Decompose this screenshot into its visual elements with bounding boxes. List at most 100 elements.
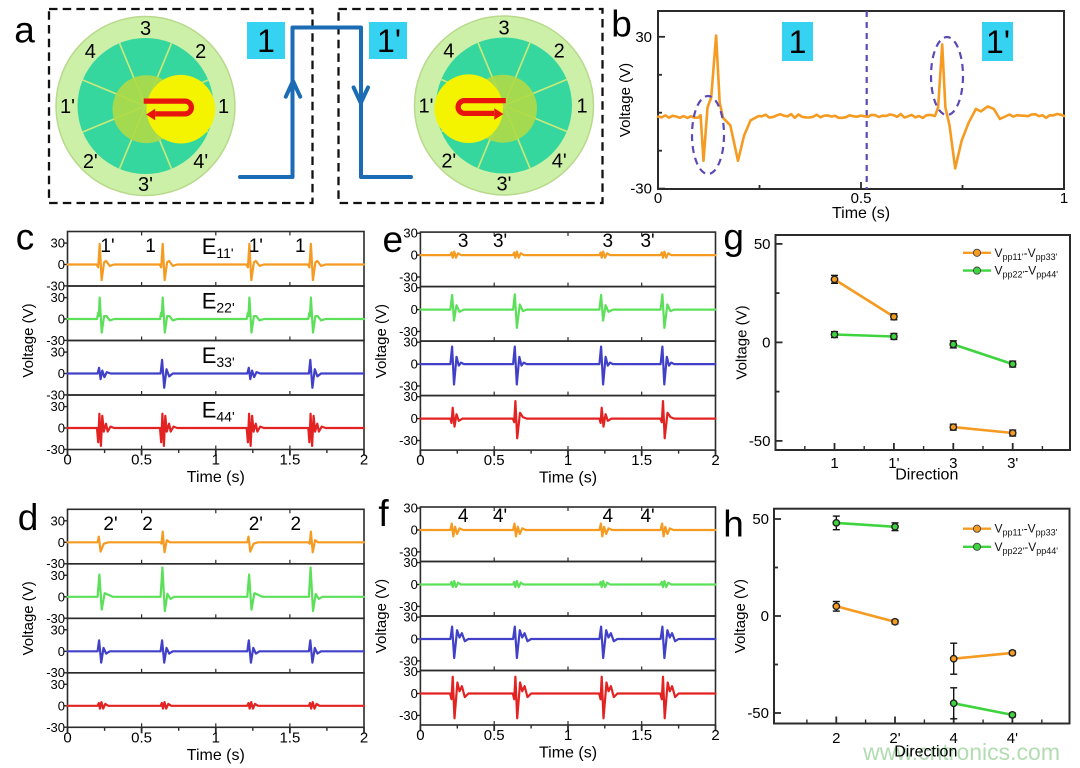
svg-text:-30: -30 [399, 708, 418, 723]
svg-text:Voltage (V): Voltage (V) [734, 305, 751, 379]
svg-text:4: 4 [603, 506, 614, 527]
svg-text:0: 0 [58, 589, 65, 604]
svg-text:30: 30 [635, 29, 652, 46]
svg-text:3: 3 [949, 455, 957, 472]
svg-text:4: 4 [950, 730, 958, 747]
svg-text:30: 30 [51, 568, 65, 583]
svg-text:h: h [723, 504, 744, 545]
svg-text:3: 3 [140, 18, 151, 40]
svg-text:30: 30 [51, 290, 65, 305]
svg-text:-30: -30 [46, 278, 65, 293]
svg-text:1: 1 [218, 96, 229, 118]
svg-text:Direction: Direction [895, 467, 958, 484]
svg-text:f: f [378, 493, 389, 534]
svg-text:0: 0 [411, 577, 418, 592]
svg-text:2': 2' [889, 730, 900, 747]
svg-text:Voltage (V): Voltage (V) [617, 63, 634, 137]
svg-text:0: 0 [58, 698, 65, 713]
svg-text:2': 2' [83, 151, 98, 173]
svg-text:-30: -30 [399, 270, 418, 285]
svg-text:1': 1' [419, 96, 434, 118]
svg-text:30: 30 [403, 555, 417, 570]
svg-text:-30: -30 [630, 181, 652, 198]
svg-text:1.5: 1.5 [279, 452, 300, 469]
svg-text:1: 1 [830, 455, 838, 472]
svg-text:0: 0 [63, 452, 71, 469]
svg-text:2: 2 [195, 41, 206, 63]
svg-text:0: 0 [762, 334, 770, 351]
svg-text:-50: -50 [749, 433, 771, 450]
svg-text:2: 2 [832, 730, 840, 747]
svg-text:0: 0 [58, 644, 65, 659]
svg-text:www.cntronics.com: www.cntronics.com [862, 739, 1060, 765]
svg-text:4': 4' [1007, 730, 1018, 747]
svg-text:1: 1 [212, 452, 220, 469]
svg-text:-30: -30 [46, 333, 65, 348]
svg-text:4: 4 [85, 41, 96, 63]
svg-text:3': 3' [493, 231, 507, 252]
svg-text:30: 30 [403, 280, 417, 295]
svg-text:3: 3 [498, 18, 509, 40]
svg-text:c: c [16, 217, 35, 258]
svg-text:Time (s): Time (s) [539, 745, 597, 762]
svg-text:50: 50 [752, 511, 769, 528]
svg-text:2: 2 [360, 452, 368, 469]
svg-text:30: 30 [403, 501, 417, 516]
svg-text:Time (s): Time (s) [187, 747, 245, 764]
svg-text:30: 30 [51, 236, 65, 251]
svg-text:3: 3 [458, 231, 469, 252]
svg-text:1: 1 [576, 96, 587, 118]
svg-text:0: 0 [63, 729, 71, 746]
svg-text:1: 1 [789, 24, 807, 60]
svg-text:1': 1' [60, 96, 75, 118]
svg-text:0.5: 0.5 [484, 727, 505, 744]
svg-text:3': 3' [640, 231, 654, 252]
svg-text:1': 1' [888, 455, 899, 472]
svg-text:-30: -30 [46, 611, 65, 626]
svg-text:30: 30 [51, 677, 65, 692]
svg-text:1.5: 1.5 [631, 452, 652, 469]
svg-text:2': 2' [441, 151, 456, 173]
svg-text:30: 30 [51, 399, 65, 414]
svg-text:0: 0 [411, 302, 418, 317]
svg-text:0.5: 0.5 [131, 729, 152, 746]
svg-text:1': 1' [986, 24, 1010, 60]
svg-text:-30: -30 [46, 720, 65, 735]
svg-text:2: 2 [291, 514, 302, 535]
svg-text:0.5: 0.5 [484, 452, 505, 469]
svg-text:0: 0 [411, 686, 418, 701]
svg-text:4': 4' [493, 506, 507, 527]
svg-text:30: 30 [403, 664, 417, 679]
svg-text:1: 1 [295, 236, 306, 257]
svg-text:2': 2' [103, 514, 117, 535]
svg-text:3: 3 [603, 231, 614, 252]
svg-text:30: 30 [403, 226, 417, 241]
svg-text:0: 0 [411, 411, 418, 426]
svg-text:1: 1 [1060, 190, 1068, 207]
svg-text:Time (s): Time (s) [832, 205, 890, 222]
svg-text:Voltage (V): Voltage (V) [732, 579, 749, 653]
svg-text:0: 0 [58, 366, 65, 381]
svg-text:0: 0 [58, 421, 65, 436]
svg-text:1: 1 [564, 727, 572, 744]
svg-text:4': 4' [552, 151, 567, 173]
svg-text:0.5: 0.5 [131, 452, 152, 469]
svg-text:3': 3' [1007, 455, 1018, 472]
svg-text:e: e [383, 219, 404, 260]
svg-text:1: 1 [212, 729, 220, 746]
svg-text:2': 2' [249, 514, 263, 535]
svg-text:-30: -30 [399, 433, 418, 448]
svg-text:-50: -50 [747, 705, 769, 722]
svg-text:d: d [18, 497, 39, 538]
svg-text:2: 2 [711, 452, 719, 469]
svg-text:Direction: Direction [894, 744, 957, 761]
svg-text:Voltage (V): Voltage (V) [20, 303, 37, 377]
svg-text:2: 2 [711, 727, 719, 744]
svg-text:4': 4' [640, 506, 654, 527]
svg-text:Voltage (V): Voltage (V) [373, 304, 390, 378]
svg-text:2: 2 [554, 40, 565, 62]
svg-text:-30: -30 [46, 665, 65, 680]
svg-text:g: g [723, 217, 744, 258]
svg-text:1': 1' [100, 236, 114, 257]
svg-text:-30: -30 [399, 379, 418, 394]
